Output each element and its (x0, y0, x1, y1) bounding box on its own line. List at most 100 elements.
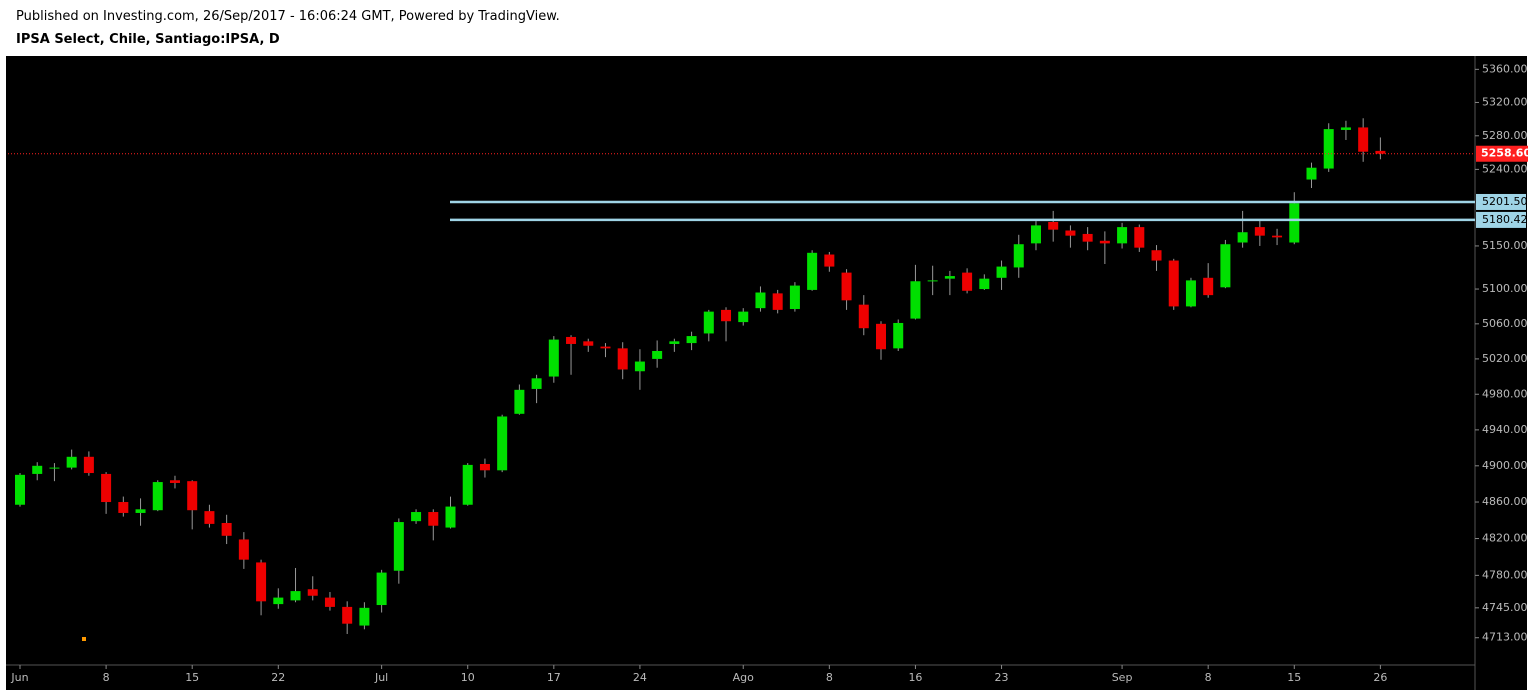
level-label: 5180.42 (1482, 213, 1528, 226)
candle-body (686, 336, 697, 344)
candle-body (772, 293, 783, 310)
x-tick-label: 15 (185, 671, 199, 684)
candle-body (1013, 244, 1024, 268)
candle-body (135, 509, 146, 513)
y-tick-label: 5100.00 (1482, 282, 1528, 295)
x-tick-label: 10 (461, 671, 475, 684)
candle-body (411, 512, 422, 522)
x-tick-label: 24 (633, 671, 647, 684)
candle-body (807, 252, 818, 290)
y-tick-label: 5240.00 (1482, 162, 1528, 175)
y-tick-label: 5060.00 (1482, 317, 1528, 330)
candle-body (1254, 227, 1265, 236)
candle-body (531, 378, 542, 389)
candle-body (324, 597, 335, 607)
candle-body (1237, 232, 1248, 243)
y-tick-label: 4713.00 (1482, 631, 1528, 644)
candle-body (169, 480, 180, 483)
candle-body (1168, 260, 1179, 307)
y-tick-label: 4980.00 (1482, 387, 1528, 400)
candle-body (15, 474, 25, 505)
y-tick-label: 5020.00 (1482, 352, 1528, 365)
candle-body (996, 266, 1007, 278)
candle-body (1117, 227, 1128, 244)
candle-body (1340, 127, 1351, 130)
level-label-box (1476, 211, 1526, 228)
candle-body (669, 341, 680, 344)
candle-body (49, 467, 60, 469)
candle-body (497, 416, 508, 471)
candle-body (824, 254, 835, 267)
y-tick-label: 4860.00 (1482, 495, 1528, 508)
candle-body (962, 272, 973, 291)
candle-body (1099, 240, 1110, 244)
candle-body (101, 473, 112, 503)
candle-body (1048, 221, 1059, 230)
candle-body (221, 522, 232, 536)
y-tick-label: 4780.00 (1482, 568, 1528, 581)
candle-body (1358, 127, 1369, 152)
candle-body (479, 464, 490, 471)
candle-body (634, 361, 645, 372)
candle-body (583, 341, 594, 346)
candle-body (66, 456, 77, 468)
candle-body (393, 522, 404, 571)
candle-body (789, 285, 800, 310)
candle-body (359, 607, 370, 626)
chart-background (6, 56, 1527, 690)
x-tick-label: 8 (1205, 671, 1212, 684)
candle-body (1306, 167, 1317, 180)
candle-body (514, 389, 525, 414)
candle-body (1082, 233, 1093, 242)
candle-body (1203, 277, 1214, 296)
candle-body (32, 465, 43, 474)
x-tick-label: 17 (547, 671, 561, 684)
x-tick-label: Jul (374, 671, 388, 684)
candle-body (238, 539, 249, 560)
x-tick-label: Sep (1112, 671, 1133, 684)
candle-body (307, 589, 318, 596)
candle-body (1220, 244, 1231, 288)
symbol-title: IPSA Select, Chile, Santiago:IPSA, D (16, 32, 280, 47)
candle-body (927, 280, 938, 282)
candle-body (755, 292, 766, 309)
y-tick-label: 5360.00 (1482, 62, 1528, 75)
x-tick-label: 8 (826, 671, 833, 684)
candle-body (256, 562, 267, 602)
candle-body (738, 311, 749, 323)
candle-body (1375, 150, 1386, 154)
candle-body (858, 304, 869, 329)
x-tick-label: 8 (103, 671, 110, 684)
published-note: Published on Investing.com, 26/Sep/2017 … (16, 9, 560, 24)
last-price-label: 5258.60 (1481, 147, 1531, 160)
y-tick-label: 5150.00 (1482, 239, 1528, 252)
candle-body (290, 591, 301, 601)
candle-body (1151, 250, 1162, 261)
candle-body (1323, 129, 1334, 169)
event-marker (82, 637, 86, 641)
candle-body (1289, 203, 1300, 243)
candle-body (703, 311, 714, 334)
x-tick-label: 15 (1287, 671, 1301, 684)
candle-body (376, 572, 387, 606)
candle-body (462, 464, 473, 505)
level-label: 5201.50 (1482, 195, 1528, 208)
candle-body (342, 606, 353, 624)
x-tick-label: Jun (10, 671, 28, 684)
candle-body (1272, 235, 1283, 238)
y-tick-label: 4900.00 (1482, 459, 1528, 472)
y-tick-label: 5280.00 (1482, 129, 1528, 142)
candle-body (445, 506, 456, 528)
y-tick-label: 4745.00 (1482, 601, 1528, 614)
candle-body (841, 272, 852, 301)
y-tick-label: 4820.00 (1482, 532, 1528, 545)
y-tick-label: 4940.00 (1482, 423, 1528, 436)
candle-body (187, 481, 198, 511)
x-tick-label: Ago (733, 671, 755, 684)
last-price-box (1476, 145, 1528, 162)
candle-body (204, 511, 215, 524)
candle-body (1030, 225, 1041, 244)
candle-body (1065, 230, 1076, 236)
